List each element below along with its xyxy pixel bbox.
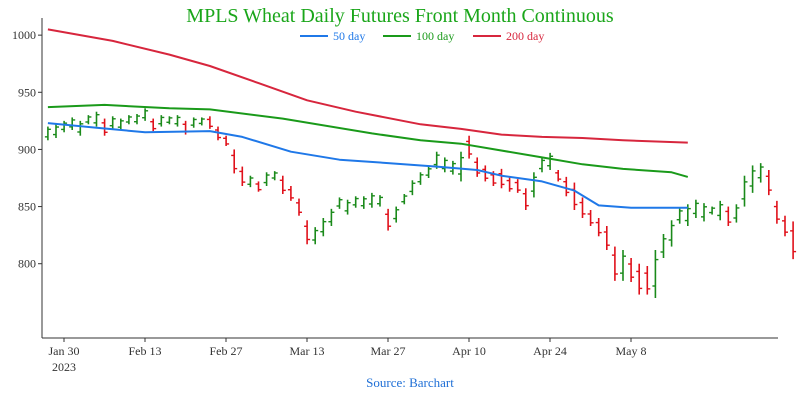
moving-average-lines xyxy=(47,28,689,209)
x-tick-label: Apr 24 xyxy=(533,344,567,358)
chart-title: MPLS Wheat Daily Futures Front Month Con… xyxy=(186,5,614,27)
x-tick-label: Mar 13 xyxy=(290,344,325,358)
y-tick-label: 850 xyxy=(18,200,36,214)
y-tick-label: 950 xyxy=(18,85,36,99)
x-tick-label: Feb 27 xyxy=(210,344,243,358)
series-line-50-day xyxy=(47,122,688,209)
y-tick-label: 1000 xyxy=(12,28,36,42)
x-tick-label: Mar 27 xyxy=(371,344,406,358)
source-note: Source: Barchart xyxy=(366,375,454,390)
legend-label-200-day: 200 day xyxy=(506,29,544,43)
series-line-100-day xyxy=(47,103,689,178)
legend: 50 day 100 day 200 day xyxy=(300,29,544,43)
legend-label-50-day: 50 day xyxy=(333,29,365,43)
y-axis-ticks: 800 850 900 950 1000 xyxy=(12,28,42,271)
x-tick-label: Feb 13 xyxy=(129,344,162,358)
y-tick-label: 800 xyxy=(18,257,36,271)
x-tick-sublabel: 2023 xyxy=(52,360,76,374)
price-bars xyxy=(44,108,797,298)
legend-label-100-day: 100 day xyxy=(416,29,454,43)
x-axis-ticks: Jan 30 2023 Feb 13 Feb 27 Mar 13 Mar 27 Apr 10… xyxy=(49,338,647,374)
series-line-200-day xyxy=(47,28,688,144)
y-tick-label: 900 xyxy=(18,142,36,156)
x-tick-label: Jan 30 xyxy=(49,344,80,358)
x-tick-label: May 8 xyxy=(616,344,647,358)
x-tick-label: Apr 10 xyxy=(452,344,486,358)
